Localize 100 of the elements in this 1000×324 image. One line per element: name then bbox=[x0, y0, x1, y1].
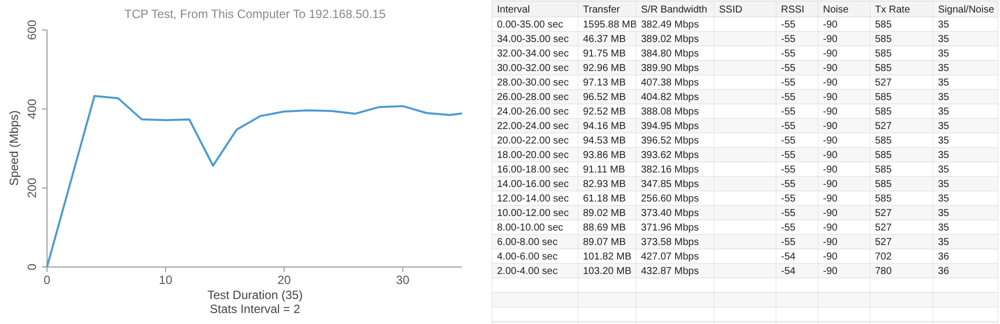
text: 527 bbox=[875, 121, 892, 132]
text: 35 bbox=[938, 237, 950, 248]
text: 35 bbox=[938, 48, 950, 60]
text: 527 bbox=[875, 237, 892, 248]
text: 382.16 Mbps bbox=[641, 164, 699, 176]
text: 89.07 MB bbox=[583, 237, 626, 248]
y-tick-label: 8.00-10.00 sec bbox=[497, 222, 564, 234]
y-tick-label: 2.00-4.00 sec bbox=[497, 266, 558, 277]
text: -90 bbox=[823, 266, 838, 277]
text: 103.20 MB bbox=[583, 266, 632, 277]
y-tick-label: 20.00-22.00 sec bbox=[497, 136, 569, 146]
text: 35 bbox=[938, 136, 950, 146]
y-tick-label: 0 bbox=[25, 263, 39, 270]
text: 97.13 MB bbox=[583, 78, 626, 88]
text: 527 bbox=[875, 208, 892, 219]
text: -90 bbox=[823, 136, 838, 146]
text: 35 bbox=[938, 63, 950, 74]
text: -55 bbox=[781, 237, 796, 248]
x-tick-label: S/R Bandwidth bbox=[641, 4, 708, 16]
text: 585 bbox=[875, 20, 892, 30]
text: 92.52 MB bbox=[583, 106, 626, 118]
text: 1595.88 MB bbox=[583, 20, 637, 30]
y-tick-label: 16.00-18.00 sec bbox=[497, 164, 569, 176]
text: -90 bbox=[823, 208, 838, 219]
text: -90 bbox=[823, 121, 838, 132]
text: -90 bbox=[823, 252, 838, 262]
text: 36 bbox=[938, 266, 950, 277]
text: 388.08 Mbps bbox=[641, 106, 699, 118]
y-tick-label: 34.00-35.00 sec bbox=[497, 34, 569, 45]
text: 384.80 Mbps bbox=[641, 48, 699, 60]
y-axis-title: Speed (Mbps) bbox=[7, 110, 21, 186]
y-tick-label: 10.00-12.00 sec bbox=[497, 208, 569, 219]
text: -90 bbox=[823, 179, 838, 190]
x-tick-label: Tx Rate bbox=[875, 4, 910, 16]
text: -90 bbox=[823, 92, 838, 103]
text: 527 bbox=[875, 222, 892, 234]
text: 91.11 MB bbox=[583, 164, 626, 176]
y-tick-label: 6.00-8.00 sec bbox=[497, 237, 558, 248]
text: 702 bbox=[875, 252, 892, 262]
text: -55 bbox=[781, 48, 796, 60]
x-tick-label: Signal/Noise bbox=[938, 4, 995, 16]
text: 407.38 Mbps bbox=[641, 78, 699, 88]
text: 585 bbox=[875, 179, 892, 190]
text: 389.90 Mbps bbox=[641, 63, 699, 74]
text: 585 bbox=[875, 106, 892, 118]
text: 389.02 Mbps bbox=[641, 34, 699, 45]
text: -90 bbox=[823, 34, 838, 45]
text: -90 bbox=[823, 194, 838, 204]
text: 94.16 MB bbox=[583, 121, 626, 132]
text: -55 bbox=[781, 164, 796, 176]
text: 35 bbox=[938, 179, 950, 190]
text: -55 bbox=[781, 136, 796, 146]
text: 35 bbox=[938, 222, 950, 234]
text: 780 bbox=[875, 266, 892, 277]
x-tick-label: RSSI bbox=[781, 4, 804, 16]
text: -90 bbox=[823, 237, 838, 248]
text: -55 bbox=[781, 92, 796, 103]
text: 256.60 Mbps bbox=[641, 194, 699, 204]
y-tick-label: 28.00-30.00 sec bbox=[497, 78, 569, 88]
text: 35 bbox=[938, 106, 950, 118]
text: -55 bbox=[781, 222, 796, 234]
y-tick-label: 0.00-35.00 sec bbox=[497, 20, 564, 30]
text: -90 bbox=[823, 164, 838, 176]
text: 92.96 MB bbox=[583, 63, 626, 74]
chart-title: TCP Test, From This Computer To 192.168.50.15 bbox=[124, 7, 386, 21]
y-tick-label: 24.00-26.00 sec bbox=[497, 106, 569, 118]
text: -90 bbox=[823, 48, 838, 60]
x-tick-label: 20 bbox=[277, 273, 292, 287]
text: 585 bbox=[875, 63, 892, 74]
text: 94.53 MB bbox=[583, 136, 626, 146]
y-axis-title: Interval bbox=[497, 4, 530, 16]
x-tick-label: Noise bbox=[823, 4, 850, 16]
text: 35 bbox=[938, 78, 950, 88]
text: -55 bbox=[781, 78, 796, 88]
text: 61.18 MB bbox=[583, 194, 626, 204]
text: -54 bbox=[781, 252, 796, 262]
text: 36 bbox=[938, 252, 950, 262]
y-tick-label: 14.00-16.00 sec bbox=[497, 179, 569, 190]
text: -55 bbox=[781, 34, 796, 45]
text: 46.37 MB bbox=[583, 34, 626, 45]
text: -55 bbox=[781, 106, 796, 118]
x-tick-label: Transfer bbox=[583, 4, 621, 16]
x-tick-label: 0 bbox=[44, 273, 51, 287]
text: -90 bbox=[823, 222, 838, 234]
y-tick-label: 400 bbox=[25, 98, 39, 120]
text: 432.87 Mbps bbox=[641, 266, 699, 277]
text: -55 bbox=[781, 179, 796, 190]
text: -55 bbox=[781, 20, 796, 30]
text: 585 bbox=[875, 194, 892, 204]
text: 89.02 MB bbox=[583, 208, 626, 219]
text: 35 bbox=[938, 121, 950, 132]
text: -55 bbox=[781, 208, 796, 219]
text: -90 bbox=[823, 150, 838, 161]
y-tick-label: 32.00-34.00 sec bbox=[497, 48, 569, 60]
text: -90 bbox=[823, 106, 838, 118]
text: 91.75 MB bbox=[583, 48, 626, 60]
text: 101.82 MB bbox=[583, 252, 632, 262]
text: -90 bbox=[823, 63, 838, 74]
text: 585 bbox=[875, 92, 892, 103]
text: -90 bbox=[823, 20, 838, 30]
